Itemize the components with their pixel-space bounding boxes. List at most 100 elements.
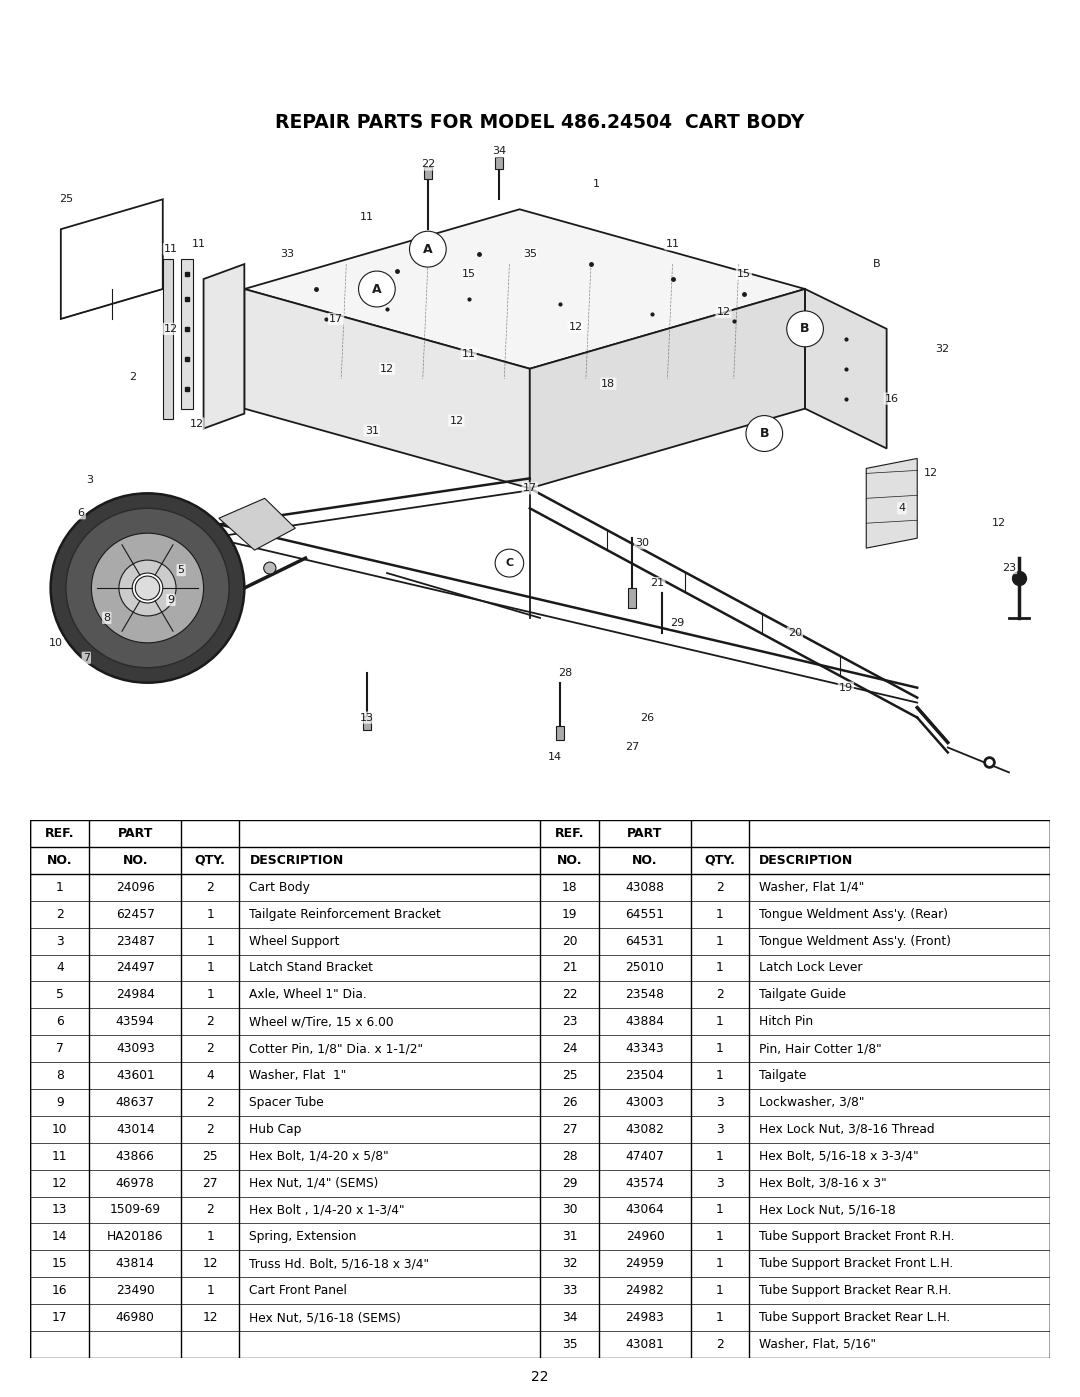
Text: 46978: 46978 [116,1176,154,1190]
Text: NO.: NO. [557,854,582,868]
Text: 31: 31 [562,1231,578,1243]
Text: 21: 21 [650,578,664,588]
Text: 2: 2 [716,1338,724,1351]
Text: Spacer Tube: Spacer Tube [249,1095,324,1109]
Text: 11: 11 [461,349,475,359]
Text: Tongue Weldment Ass'y. (Front): Tongue Weldment Ass'y. (Front) [759,935,951,947]
Text: 25: 25 [59,194,73,204]
Text: 1: 1 [56,880,64,894]
Text: 12: 12 [164,324,178,334]
Text: 34: 34 [562,1310,578,1324]
Text: 8: 8 [56,1069,64,1083]
Polygon shape [60,200,163,319]
Text: 15: 15 [737,270,751,279]
Text: Tube Support Bracket Front L.H.: Tube Support Bracket Front L.H. [759,1257,954,1270]
Text: 29: 29 [562,1176,578,1190]
Text: 43574: 43574 [625,1176,664,1190]
Text: 43064: 43064 [625,1203,664,1217]
Text: 1: 1 [716,961,724,975]
Text: Pin, Hair Cotter 1/8": Pin, Hair Cotter 1/8" [759,1042,882,1055]
Text: 28: 28 [558,668,572,678]
Text: NO.: NO. [122,854,148,868]
Text: 2: 2 [129,372,136,381]
Text: 14: 14 [52,1231,68,1243]
Text: 19: 19 [839,683,853,693]
Text: 19: 19 [562,908,578,921]
Text: Cart Front Panel: Cart Front Panel [249,1284,348,1298]
Text: Tailgate Reinforcement Bracket: Tailgate Reinforcement Bracket [249,908,442,921]
Text: 3: 3 [716,1123,724,1136]
Circle shape [92,534,203,643]
Text: 22: 22 [421,159,435,169]
Circle shape [786,312,823,346]
Text: 20: 20 [787,627,802,638]
Text: 1: 1 [206,935,214,947]
Text: 4: 4 [899,503,905,513]
Text: 43003: 43003 [625,1095,664,1109]
Text: 6: 6 [56,1016,64,1028]
Text: 17: 17 [52,1310,68,1324]
Text: Axle, Wheel 1" Dia.: Axle, Wheel 1" Dia. [249,988,367,1002]
Text: Hex Lock Nut, 5/16-18: Hex Lock Nut, 5/16-18 [759,1203,896,1217]
Text: 12: 12 [923,468,937,478]
Text: 3: 3 [86,475,93,485]
Text: 11: 11 [164,244,178,254]
Text: 43088: 43088 [625,880,664,894]
Text: 2: 2 [206,880,214,894]
Text: 64531: 64531 [625,935,664,947]
Text: Washer, Flat 1/4": Washer, Flat 1/4" [759,880,864,894]
Text: 22: 22 [531,1369,549,1384]
Text: Hex Bolt, 3/8-16 x 3": Hex Bolt, 3/8-16 x 3" [759,1176,887,1190]
Text: PARTS: PARTS [503,59,577,78]
Text: 2: 2 [56,908,64,921]
Text: 15: 15 [52,1257,68,1270]
Bar [423,168,432,179]
Text: REPAIR PARTS FOR MODEL 486.24504  CART BODY: REPAIR PARTS FOR MODEL 486.24504 CART BO… [275,113,805,133]
Text: 2: 2 [716,880,724,894]
Text: 11: 11 [665,239,679,249]
Text: 34: 34 [492,147,507,156]
Text: 28: 28 [562,1150,578,1162]
Text: 24959: 24959 [625,1257,664,1270]
Text: 33: 33 [280,249,294,258]
Text: 43601: 43601 [116,1069,154,1083]
Text: PART: PART [627,827,663,840]
Bar [163,258,173,419]
Text: A: A [423,243,433,256]
Text: 7: 7 [83,652,90,662]
Text: 2: 2 [206,1042,214,1055]
Text: NO.: NO. [48,854,72,868]
Text: 14: 14 [549,753,563,763]
Text: QTY.: QTY. [194,854,226,868]
Text: 24982: 24982 [625,1284,664,1298]
Text: Tube Support Bracket Rear R.H.: Tube Support Bracket Rear R.H. [759,1284,951,1298]
Polygon shape [244,289,530,489]
Text: 25: 25 [202,1150,218,1162]
Text: 1: 1 [716,1069,724,1083]
Text: Hub Cap: Hub Cap [249,1123,301,1136]
Text: 12: 12 [202,1257,218,1270]
Text: 43093: 43093 [116,1042,154,1055]
Text: 1: 1 [716,1203,724,1217]
Text: Hex Bolt, 1/4-20 x 5/8": Hex Bolt, 1/4-20 x 5/8" [249,1150,389,1162]
Circle shape [495,549,524,577]
Text: 43081: 43081 [625,1338,664,1351]
Text: 4: 4 [56,961,64,975]
Polygon shape [530,289,805,489]
Text: 25010: 25010 [625,961,664,975]
Text: 24497: 24497 [116,961,154,975]
Text: NO.: NO. [632,854,658,868]
Text: 23504: 23504 [625,1069,664,1083]
Text: 43884: 43884 [625,1016,664,1028]
Text: 20: 20 [562,935,578,947]
Text: 17: 17 [329,314,343,324]
Text: 6: 6 [78,509,84,518]
Text: Tailgate Guide: Tailgate Guide [759,988,847,1002]
Text: 1: 1 [716,1231,724,1243]
Text: 24960: 24960 [625,1231,664,1243]
Text: 43343: 43343 [625,1042,664,1055]
Text: B: B [759,427,769,440]
Text: 26: 26 [640,712,654,722]
Text: 31: 31 [365,426,379,436]
Circle shape [132,573,163,604]
